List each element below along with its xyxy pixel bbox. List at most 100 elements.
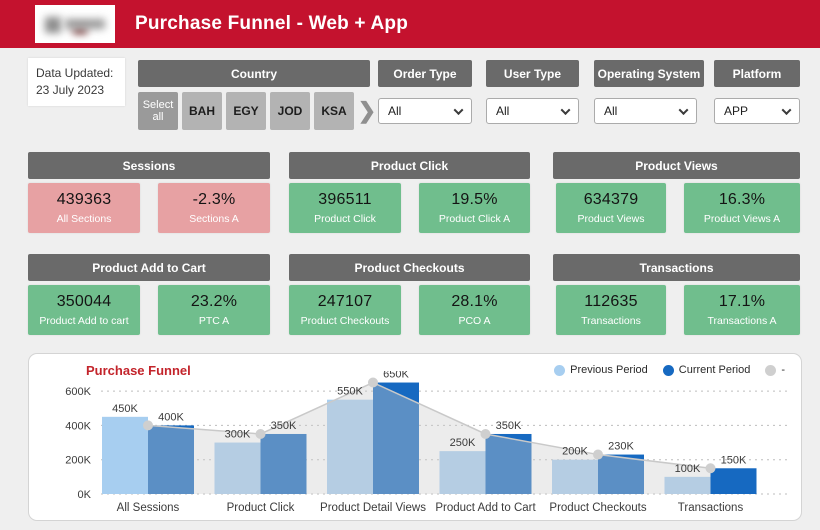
bar-previous-3[interactable] xyxy=(439,451,486,494)
kpi-value: 439363 xyxy=(56,191,112,208)
bar-current-2[interactable] xyxy=(373,382,419,494)
value-label-current-5: 150K xyxy=(721,454,747,466)
connector-marker-0 xyxy=(143,420,153,431)
bar-previous-2[interactable] xyxy=(327,399,373,494)
purchase-funnel-chart: 0K 200K 400K 600K 450K 400K 300K 350K 550K 650K 25… xyxy=(65,371,789,514)
data-updated-date: 23 July 2023 xyxy=(36,83,105,97)
kpi-label: PCO A xyxy=(458,315,491,327)
kpi-card-transactions-0: 112635 Transactions xyxy=(556,285,666,335)
kpi-card-product-add-to-cart-1: 23.2% PTC A xyxy=(158,285,270,335)
bar-current-0[interactable] xyxy=(148,425,194,494)
bar-current-5[interactable] xyxy=(710,468,757,494)
kpi-card-product-views-0: 634379 Product Views xyxy=(556,183,666,233)
platform-filter-header: Platform xyxy=(714,60,800,87)
y-axis-tick: 400K xyxy=(65,420,91,432)
user-type-dropdown[interactable]: All xyxy=(486,98,579,124)
connector-marker-5 xyxy=(705,463,716,474)
kpi-label: Product Add to cart xyxy=(39,315,129,327)
platform-value: APP xyxy=(724,104,749,118)
kpi-value: 17.1% xyxy=(718,293,766,310)
bar-previous-1[interactable] xyxy=(214,442,261,494)
connector-marker-1 xyxy=(255,428,266,439)
value-label-current-1: 350K xyxy=(271,420,297,432)
legend-label-connector: - xyxy=(781,364,785,376)
kpi-label: Product Views A xyxy=(703,213,781,225)
legend-dot-connector xyxy=(765,364,777,376)
x-axis-label-5: Transactions xyxy=(678,502,744,514)
operating-system-filter-header: Operating System xyxy=(594,60,704,87)
chevron-down-icon xyxy=(560,104,571,115)
kpi-value: 23.2% xyxy=(190,293,238,310)
value-label-previous-2: 550K xyxy=(337,386,363,398)
value-label-previous-3: 250K xyxy=(450,437,476,449)
value-label-current-3: 350K xyxy=(496,420,522,432)
country-button-bah[interactable]: BAH xyxy=(182,92,222,130)
kpi-label: PTC A xyxy=(198,315,230,327)
value-label-current-2: 650K xyxy=(383,371,409,381)
user-type-value: All xyxy=(496,104,510,118)
connector-marker-2 xyxy=(368,377,378,388)
kpi-card-product-add-to-cart-0: 350044 Product Add to cart xyxy=(28,285,140,335)
kpi-card-product-click-0: 396511 Product Click xyxy=(289,183,401,233)
country-button-ksa[interactable]: KSA xyxy=(314,92,354,130)
legend-item-current-period[interactable]: Current Period xyxy=(662,364,751,376)
legend-item-previous-period[interactable]: Previous Period xyxy=(554,364,648,376)
kpi-label: Product Click xyxy=(314,213,376,225)
kpi-card-product-checkouts-0: 247107 Product Checkouts xyxy=(289,285,401,335)
y-axis-tick: 200K xyxy=(65,455,91,467)
bar-current-1[interactable] xyxy=(260,433,307,494)
country-button-jod[interactable]: JOD xyxy=(270,92,310,130)
kpi-value: -2.3% xyxy=(192,191,236,208)
value-label-previous-0: 450K xyxy=(112,403,138,415)
app-header: Purchase Funnel - Web + App xyxy=(0,0,820,48)
kpi-label: Transactions A xyxy=(707,315,777,327)
x-axis-label-2: Product Detail Views xyxy=(320,502,426,514)
platform-dropdown[interactable]: APP xyxy=(714,98,800,124)
order-type-dropdown[interactable]: All xyxy=(378,98,472,124)
logo-blur-shape xyxy=(45,17,61,33)
chart-legend: Previous Period Current Period - xyxy=(554,364,785,376)
legend-dot-previous xyxy=(554,364,566,376)
kpi-card-sessions-0: 439363 All Sections xyxy=(28,183,140,233)
kpi-label: Product Click A xyxy=(438,213,511,225)
operating-system-value: All xyxy=(604,104,618,118)
order-type-value: All xyxy=(388,104,402,118)
company-logo xyxy=(35,5,115,43)
kpi-label: Product Views xyxy=(577,213,645,225)
chevron-right-icon[interactable]: ❯ xyxy=(357,98,377,123)
data-updated-label: Data Updated: xyxy=(36,66,114,80)
bar-current-3[interactable] xyxy=(485,433,532,494)
operating-system-dropdown[interactable]: All xyxy=(594,98,697,124)
kpi-value: 28.1% xyxy=(451,293,498,310)
kpi-label: All Sections xyxy=(56,213,112,225)
country-filter-header: Country xyxy=(138,60,370,87)
bar-previous-4[interactable] xyxy=(552,459,598,494)
chevron-down-icon xyxy=(453,104,464,115)
logo-blur-shape xyxy=(65,19,105,29)
kpi-value: 16.3% xyxy=(718,191,766,208)
kpi-label: Product Checkouts xyxy=(300,315,390,327)
value-label-previous-1: 300K xyxy=(225,429,251,441)
bar-current-4[interactable] xyxy=(598,454,644,494)
x-axis-label-0: All Sessions xyxy=(117,502,180,514)
bar-previous-5[interactable] xyxy=(664,476,711,494)
bar-previous-0[interactable] xyxy=(102,416,148,494)
chevron-down-icon xyxy=(678,104,689,115)
kpi-section-header-sessions: Sessions xyxy=(28,152,270,179)
legend-item-connector[interactable]: - xyxy=(765,364,785,376)
kpi-card-transactions-1: 17.1% Transactions A xyxy=(684,285,800,335)
kpi-card-product-checkouts-1: 28.1% PCO A xyxy=(419,285,530,335)
value-label-previous-4: 200K xyxy=(562,446,588,458)
kpi-label: Transactions xyxy=(581,315,641,327)
kpi-value: 112635 xyxy=(584,293,638,310)
value-label-current-0: 400K xyxy=(158,411,184,423)
country-button-egy[interactable]: EGY xyxy=(226,92,266,130)
legend-label-current: Current Period xyxy=(678,364,751,376)
kpi-value: 19.5% xyxy=(451,191,498,208)
kpi-section-header-product-add-to-cart: Product Add to Cart xyxy=(28,254,270,281)
connector-marker-4 xyxy=(593,449,603,460)
kpi-value: 396511 xyxy=(318,191,372,208)
value-label-current-4: 230K xyxy=(608,441,634,453)
country-select-all-button[interactable]: Select all xyxy=(138,92,178,130)
legend-label-previous: Previous Period xyxy=(570,364,648,376)
